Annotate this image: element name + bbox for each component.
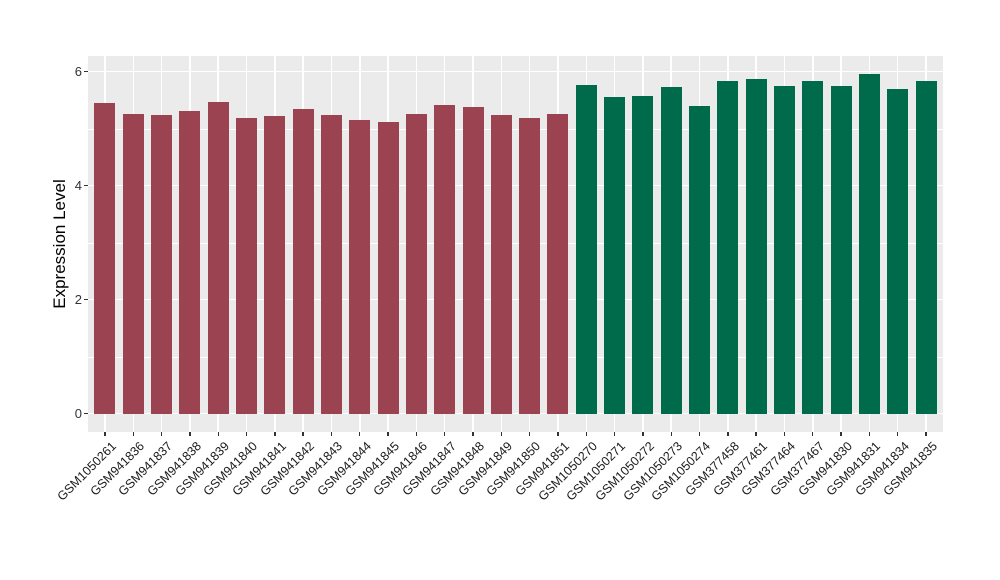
bar-GSM1050270 — [575, 85, 597, 414]
bar-GSM941834 — [887, 89, 909, 414]
bar-GSM377464 — [773, 86, 795, 414]
x-tick-mark — [217, 432, 219, 436]
bar-GSM941849 — [490, 114, 512, 414]
y-tick-mark — [83, 298, 88, 301]
x-tick-mark — [613, 432, 616, 436]
x-tick-mark — [897, 432, 899, 436]
bar-GSM941836 — [122, 113, 144, 414]
x-tick-mark — [415, 432, 418, 436]
x-tick-mark — [557, 432, 559, 436]
y-tick-label: 2 — [74, 291, 82, 307]
bar-GSM377458 — [717, 81, 739, 414]
x-tick-mark — [387, 432, 389, 436]
bar-GSM377461 — [745, 78, 767, 414]
x-tick-mark — [160, 432, 163, 436]
y-axis-title: Expression Level — [50, 179, 69, 309]
bar-GSM941830 — [830, 86, 852, 414]
bar-GSM941845 — [377, 122, 399, 414]
x-tick-mark — [812, 432, 814, 436]
major-gridline — [88, 70, 943, 73]
x-tick-mark — [642, 432, 644, 436]
bar-GSM941840 — [236, 117, 258, 414]
major-gridline — [88, 298, 943, 301]
bar-GSM941838 — [179, 110, 201, 414]
bar-GSM1050271 — [604, 97, 626, 414]
x-tick-mark — [132, 432, 134, 436]
y-tick-mark — [83, 184, 88, 187]
x-tick-mark — [755, 432, 757, 436]
x-tick-mark — [245, 432, 248, 436]
x-tick-mark — [783, 432, 786, 436]
bar-GSM941831 — [858, 73, 880, 414]
minor-gridline — [88, 128, 943, 130]
x-tick-mark — [698, 432, 701, 436]
x-tick-mark — [500, 432, 503, 436]
bar-GSM1050274 — [689, 106, 711, 414]
y-tick-mark — [83, 412, 88, 415]
x-tick-mark — [670, 432, 672, 436]
bar-GSM941835 — [915, 81, 937, 414]
minor-gridline — [88, 356, 943, 358]
x-tick-mark — [472, 432, 474, 436]
x-tick-mark — [444, 432, 446, 436]
bar-GSM1050272 — [632, 96, 654, 414]
bar-GSM941846 — [405, 113, 427, 414]
x-tick-mark — [585, 432, 587, 436]
x-tick-mark — [104, 432, 106, 436]
bar-GSM941843 — [320, 114, 342, 414]
bar-GSM377467 — [802, 80, 824, 414]
minor-gridline — [88, 242, 943, 244]
bar-GSM941844 — [349, 119, 371, 414]
y-tick-label: 4 — [74, 177, 82, 193]
bar-GSM941847 — [434, 105, 456, 414]
bar-GSM941851 — [547, 114, 569, 414]
bar-GSM941848 — [462, 106, 484, 414]
plot-panel — [88, 56, 943, 432]
x-tick-mark — [302, 432, 304, 436]
x-tick-mark — [868, 432, 871, 436]
x-tick-mark — [189, 432, 191, 436]
bar-GSM941841 — [264, 115, 286, 414]
bar-GSM941839 — [207, 102, 229, 414]
x-tick-mark — [727, 432, 729, 436]
x-tick-mark — [330, 432, 333, 436]
major-gridline — [88, 184, 943, 187]
x-tick-mark — [359, 432, 361, 436]
x-tick-mark — [528, 432, 531, 436]
x-tick-mark — [840, 432, 842, 436]
y-tick-label: 6 — [74, 63, 82, 79]
bar-GSM1050273 — [660, 86, 682, 414]
x-tick-mark — [274, 432, 276, 436]
bar-GSM941837 — [151, 115, 173, 414]
bar-GSM941842 — [292, 109, 314, 414]
major-gridline — [88, 412, 943, 415]
y-tick-mark — [83, 70, 88, 73]
x-tick-mark — [925, 432, 927, 436]
bar-GSM1050261 — [94, 102, 116, 414]
bar-GSM941850 — [519, 118, 541, 414]
y-tick-label: 0 — [74, 405, 82, 421]
